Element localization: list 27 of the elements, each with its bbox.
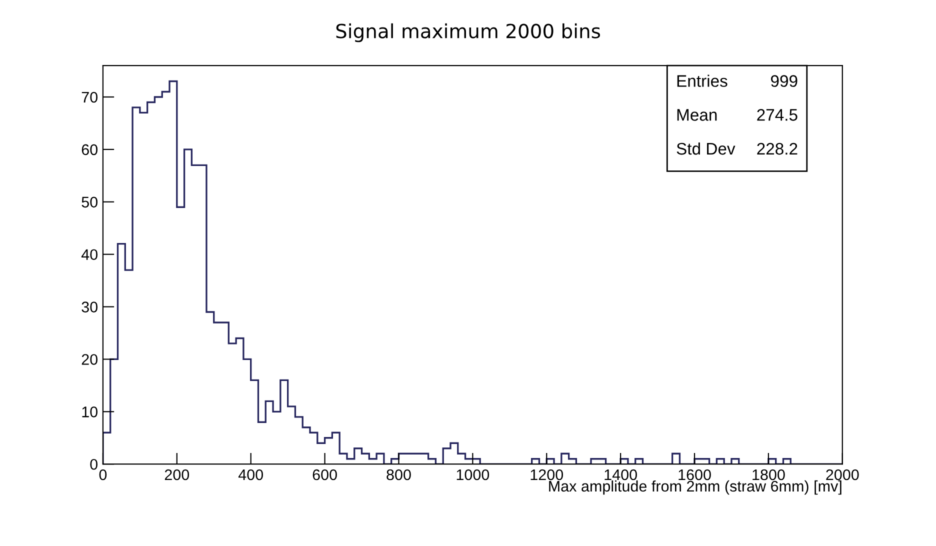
y-tick-label: 20 <box>82 354 98 365</box>
annotation: Entries <box>677 74 728 87</box>
x-tick-label: 1200 <box>530 469 564 480</box>
annotation: Std Dev <box>676 142 736 155</box>
y-tick-label: 50 <box>82 196 98 208</box>
x-tick-label: 400 <box>238 469 263 480</box>
x-tick-label: 2000 <box>826 469 859 480</box>
y-tick-label: 60 <box>82 144 98 156</box>
x-tick-label: 1800 <box>752 469 785 480</box>
x-tick-label: 1400 <box>604 469 637 480</box>
x-tick-label: 800 <box>386 469 411 480</box>
x-axis-title: Max amplitude from 2mm (straw 6mm) [mv] <box>549 480 842 495</box>
x-tick-label: 0 <box>99 469 107 480</box>
x-tick-label: 600 <box>312 469 337 480</box>
y-tick-label: 70 <box>82 92 98 103</box>
y-tick-label: 10 <box>82 406 98 418</box>
x-tick-label: 1000 <box>456 469 490 480</box>
annotation: 999 <box>771 75 798 87</box>
y-tick-label: 40 <box>81 249 98 260</box>
annotation: Mean <box>677 109 717 121</box>
annotation: 274.5 <box>757 109 798 121</box>
chart-title: Signal maximum 2000 bins <box>336 23 600 42</box>
y-tick-label: 30 <box>82 302 98 312</box>
y-tick-label: 0 <box>90 458 98 470</box>
x-tick-label: 200 <box>164 469 190 480</box>
annotation: 228.2 <box>757 142 798 155</box>
x-tick-label: 1600 <box>678 469 711 480</box>
